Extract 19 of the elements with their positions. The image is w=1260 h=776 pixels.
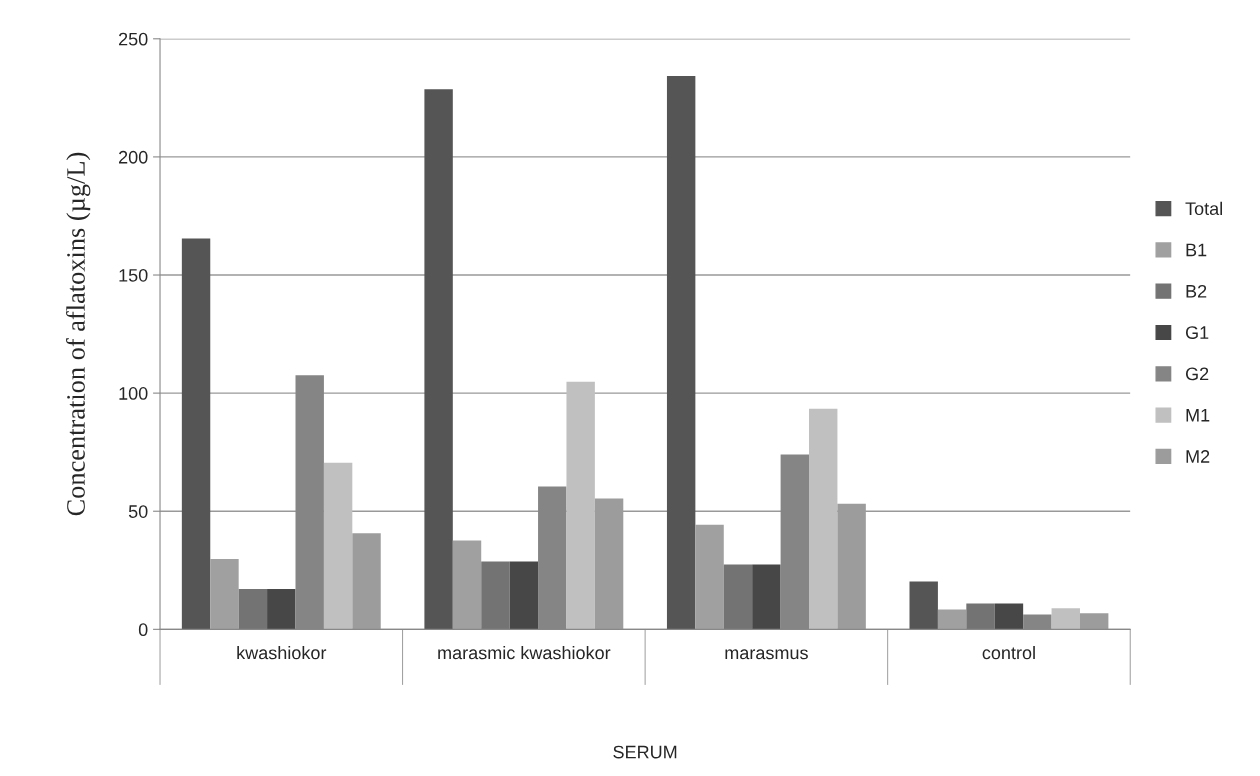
legend-label: G1 [1185, 326, 1209, 339]
legend-label: G2 [1185, 367, 1209, 381]
x-tick-label: marasmus [725, 649, 808, 660]
y-axis-title: Concentration of aflatoxins (µg/L) [66, 152, 91, 516]
legend-label: M2 [1186, 450, 1210, 463]
x-tick-label: kwashiokor [237, 646, 327, 660]
y-tick-label: 150 [119, 268, 148, 282]
legend-label: Total [1185, 201, 1222, 216]
y-tick-label: 100 [119, 387, 148, 400]
y-tick-label: 50 [128, 505, 148, 518]
x-tick-label: control [982, 646, 1035, 660]
legend-label: B1 [1186, 243, 1207, 257]
y-tick-label: 200 [119, 150, 148, 164]
x-tick-label: marasmic kwashiokor [438, 646, 611, 660]
y-tick-label: 0 [138, 623, 148, 637]
legend-label: B2 [1186, 284, 1207, 298]
x-axis-title: SERUM [613, 745, 677, 759]
y-tick-label: 250 [119, 32, 148, 46]
legend-label: M1 [1186, 408, 1210, 422]
